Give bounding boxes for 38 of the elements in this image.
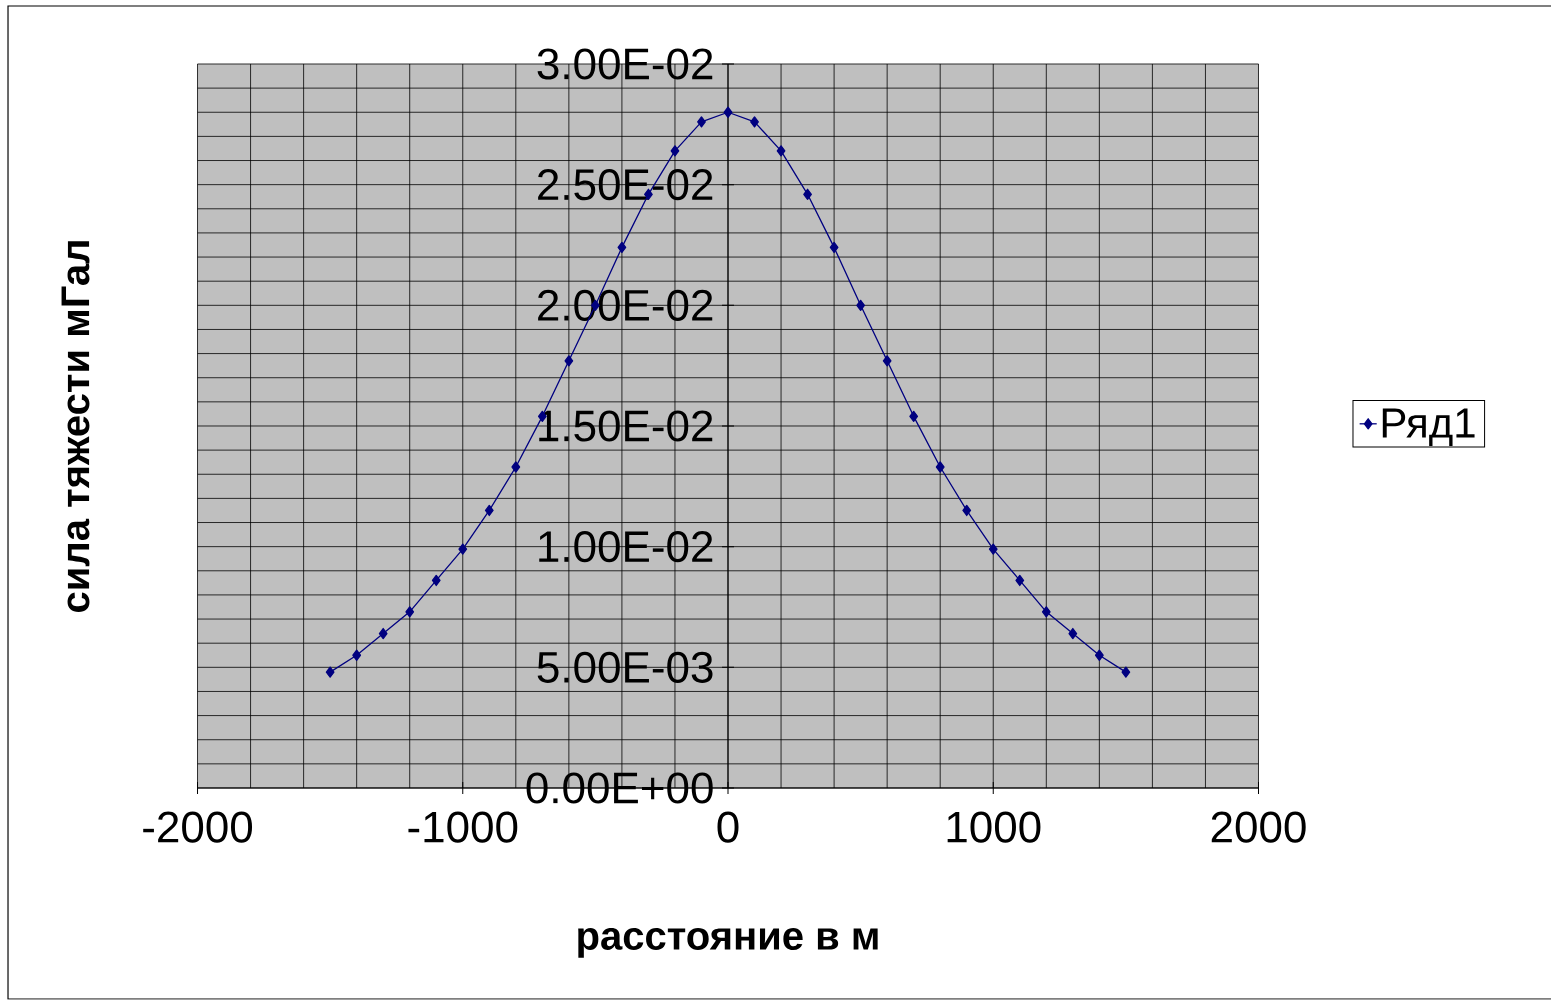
point [697, 116, 706, 128]
point [670, 145, 680, 157]
point [1094, 649, 1104, 661]
point [325, 666, 335, 678]
legend-label: Ряд1 [1382, 408, 1475, 446]
y-axis-title: сила тяжести мГал [61, 241, 90, 612]
point [776, 145, 786, 157]
x-tick-label: 0 [717, 811, 739, 843]
point [856, 299, 866, 311]
point [909, 410, 919, 422]
x-axis-title: расстояние в м [578, 927, 878, 958]
point [1015, 574, 1025, 587]
point [1068, 627, 1078, 640]
point [882, 355, 892, 367]
point [378, 627, 388, 640]
point [1121, 666, 1131, 678]
point [564, 355, 574, 367]
point [458, 543, 468, 555]
x-tick-label: -2000 [143, 811, 253, 843]
x-tick-label: 1000 [947, 811, 1041, 843]
point [617, 241, 627, 254]
point [803, 188, 812, 200]
point [352, 649, 362, 661]
point [431, 574, 441, 587]
point [829, 241, 839, 254]
y-tick-label: 3.00E-02 [537, 48, 713, 80]
point [484, 504, 494, 517]
point [1041, 606, 1051, 618]
x-tick-label: 2000 [1211, 811, 1306, 843]
point [750, 116, 759, 128]
point [405, 606, 415, 618]
x-tick-label: -1000 [408, 811, 518, 843]
point [511, 461, 521, 473]
point [723, 106, 733, 118]
point [988, 543, 998, 555]
point [962, 504, 972, 517]
y-tick-label: 1.50E-02 [539, 410, 713, 442]
point [935, 461, 945, 473]
